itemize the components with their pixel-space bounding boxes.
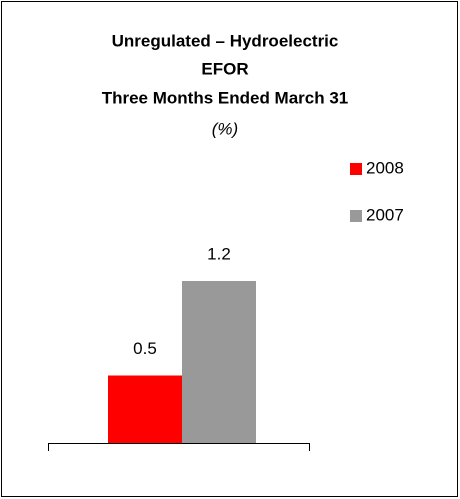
legend-label: 2008 bbox=[366, 158, 404, 177]
chart-title: Three Months Ended March 31 bbox=[102, 88, 349, 107]
data-label: 1.2 bbox=[207, 244, 231, 263]
bar bbox=[108, 375, 182, 443]
data-label: 0.5 bbox=[133, 339, 157, 358]
legend-swatch bbox=[350, 163, 362, 175]
chart-subtitle: (%) bbox=[212, 119, 238, 138]
chart-title: Unregulated – Hydroelectric bbox=[112, 31, 339, 50]
chart-title: EFOR bbox=[201, 59, 248, 78]
bar bbox=[182, 281, 256, 443]
legend-swatch bbox=[350, 210, 362, 222]
legend-label: 2007 bbox=[366, 205, 404, 224]
